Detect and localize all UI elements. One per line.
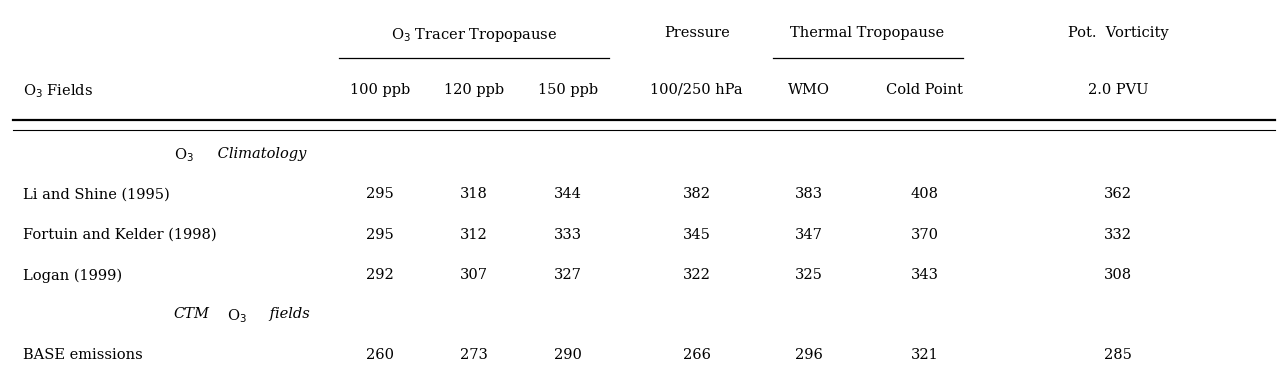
Text: 260: 260: [366, 348, 394, 362]
Text: 308: 308: [1104, 268, 1132, 282]
Text: 343: 343: [911, 268, 939, 282]
Text: 290: 290: [554, 348, 582, 362]
Text: 266: 266: [683, 348, 711, 362]
Text: CTM: CTM: [174, 307, 210, 321]
Text: 362: 362: [1104, 187, 1132, 201]
Text: 321: 321: [911, 348, 939, 362]
Text: 333: 333: [554, 228, 582, 242]
Text: 370: 370: [911, 228, 939, 242]
Text: 382: 382: [683, 187, 711, 201]
Text: Pressure: Pressure: [663, 26, 730, 40]
Text: 2.0 PVU: 2.0 PVU: [1088, 83, 1148, 97]
Text: 100 ppb: 100 ppb: [350, 83, 410, 97]
Text: 347: 347: [795, 228, 823, 242]
Text: 150 ppb: 150 ppb: [538, 83, 598, 97]
Text: 312: 312: [460, 228, 488, 242]
Text: 332: 332: [1104, 228, 1132, 242]
Text: O$_3$ Fields: O$_3$ Fields: [23, 83, 93, 100]
Text: Thermal Tropopause: Thermal Tropopause: [790, 26, 944, 40]
Text: 273: 273: [460, 348, 488, 362]
Text: Li and Shine (1995): Li and Shine (1995): [23, 187, 170, 201]
Text: 325: 325: [795, 268, 823, 282]
Text: 296: 296: [795, 348, 823, 362]
Text: Pot.  Vorticity: Pot. Vorticity: [1068, 26, 1168, 40]
Text: Cold Point: Cold Point: [886, 83, 963, 97]
Text: 345: 345: [683, 228, 711, 242]
Text: Climatology: Climatology: [213, 147, 305, 161]
Text: 408: 408: [911, 187, 939, 201]
Text: 295: 295: [366, 187, 394, 201]
Text: 327: 327: [554, 268, 582, 282]
Text: Fortuin and Kelder (1998): Fortuin and Kelder (1998): [23, 228, 216, 242]
Text: 344: 344: [554, 187, 582, 201]
Text: 295: 295: [366, 228, 394, 242]
Text: 100/250 hPa: 100/250 hPa: [650, 83, 743, 97]
Text: O$_3$: O$_3$: [174, 147, 193, 164]
Text: O$_3$ Tracer Tropopause: O$_3$ Tracer Tropopause: [390, 26, 558, 44]
Text: O$_3$: O$_3$: [223, 307, 247, 325]
Text: 307: 307: [460, 268, 488, 282]
Text: Logan (1999): Logan (1999): [23, 268, 122, 283]
Text: 322: 322: [683, 268, 711, 282]
Text: 292: 292: [366, 268, 394, 282]
Text: fields: fields: [265, 307, 310, 321]
Text: 318: 318: [460, 187, 488, 201]
Text: 383: 383: [795, 187, 823, 201]
Text: 285: 285: [1104, 348, 1132, 362]
Text: BASE emissions: BASE emissions: [23, 348, 143, 362]
Text: WMO: WMO: [788, 83, 829, 97]
Text: 120 ppb: 120 ppb: [444, 83, 504, 97]
